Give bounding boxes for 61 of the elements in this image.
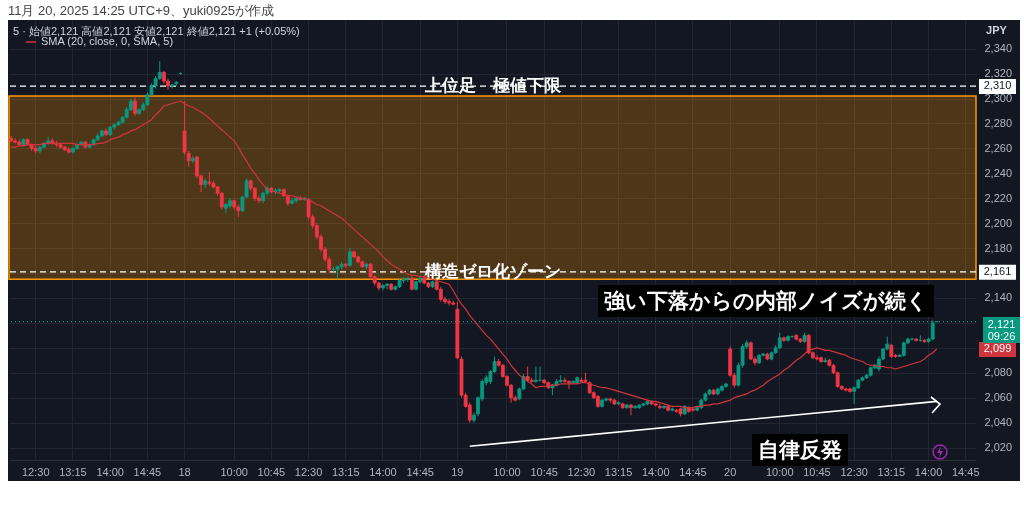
x-tick-label: 14:45	[952, 465, 980, 478]
annotation: 2,161	[983, 264, 1012, 277]
candlestick	[447, 298, 451, 306]
y-tick-label: 2,140	[984, 291, 1013, 304]
x-tick-label: 14:45	[679, 465, 707, 478]
x-tick-label: 13:15	[59, 465, 87, 478]
candlestick	[534, 366, 538, 384]
candlestick	[662, 404, 666, 410]
annotation: 強い下落からの内部ノイズが続く	[598, 285, 934, 317]
legend-label: SMA (20, close, 0, SMA, 5)	[41, 35, 174, 47]
x-tick-label: 10:45	[803, 465, 831, 478]
y-tick-label: 2,260	[984, 141, 1013, 154]
x-tick-label: 12:30	[22, 465, 50, 478]
x-tick-label: 14:00	[642, 465, 670, 478]
candlestick	[633, 404, 637, 410]
x-tick-label: 13:15	[877, 465, 906, 478]
x-tick-label: 10:45	[257, 465, 286, 478]
candlestick	[133, 95, 137, 117]
line-series	[10, 100, 938, 409]
y-axis-title: JPY	[986, 23, 1008, 36]
annotation: 2,099	[983, 342, 1012, 355]
y-tick-label: 2,040	[984, 416, 1013, 429]
y-tick-label: 2,320	[984, 67, 1013, 80]
x-tick-label: 10:00	[493, 465, 521, 478]
x-tick-label: 10:00	[220, 465, 248, 478]
candlestick	[567, 379, 571, 390]
chart-subtitle: 5 · 始値2,121 高値2,121 安値2,121 終値2,121 +1 (+0.05%)	[13, 24, 300, 38]
candlestick	[629, 403, 633, 416]
x-tick-label: 19	[451, 465, 464, 478]
x-tick-label: 14:45	[133, 465, 162, 478]
y-tick-label: 2,280	[984, 116, 1013, 129]
x-tick-label: 14:45	[406, 465, 434, 478]
x-tick-label: 18	[178, 465, 191, 478]
y-tick-label: 2,300	[984, 92, 1013, 105]
x-tick-label: 10:00	[766, 465, 794, 478]
candlestick	[224, 202, 228, 214]
candlestick	[658, 403, 662, 410]
x-tick-label: 20	[724, 465, 737, 478]
text: 2,121 09:26	[983, 317, 1020, 343]
candlestick	[385, 282, 389, 290]
annotation: 自律反発	[752, 434, 848, 466]
x-tick-label: 10:45	[530, 465, 558, 478]
candlestick	[348, 247, 352, 268]
chart-title: 11月 20, 2025 14:25 UTC+9、yuki0925が作成	[8, 2, 275, 20]
x-tick-label: 13:15	[332, 465, 360, 478]
y-tick-label: 2,180	[984, 241, 1013, 254]
x-tick-label: 13:15	[604, 465, 633, 478]
y-tick-label: 2,080	[984, 366, 1013, 379]
y-tick-label: 2,020	[984, 441, 1013, 454]
y-tick-label: 2,200	[984, 216, 1013, 229]
x-tick-label: 12:30	[567, 465, 596, 478]
x-tick-label: 12:30	[840, 465, 868, 478]
x-tick-label: 14:00	[914, 465, 943, 478]
y-tick-label: 2,340	[984, 42, 1013, 55]
x-tick-label: 14:00	[96, 465, 124, 478]
y-tick-label: 2,060	[984, 391, 1013, 404]
x-tick-label: 14:00	[369, 465, 397, 478]
y-tick-label: 2,220	[984, 191, 1013, 204]
annotation: 2,310	[983, 79, 1012, 92]
x-tick-label: 12:30	[294, 465, 323, 478]
y-tick-label: 2,240	[984, 166, 1013, 179]
